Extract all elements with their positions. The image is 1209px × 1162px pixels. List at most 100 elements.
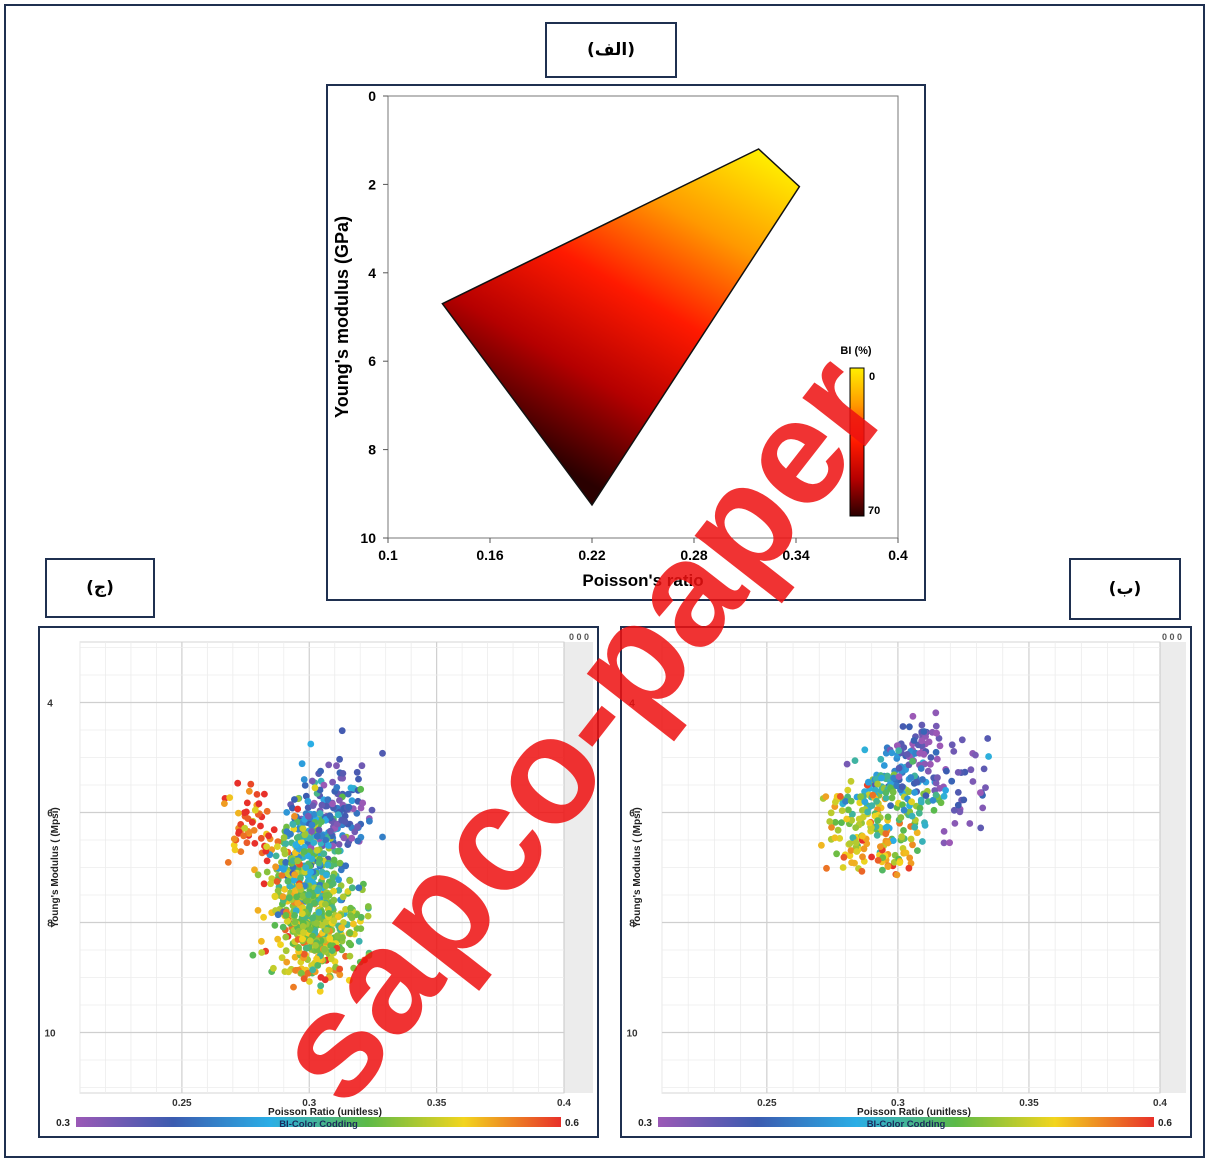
scatter-point	[960, 796, 968, 804]
scatter-point	[304, 797, 312, 805]
scatter-point	[338, 924, 345, 932]
scatter-point	[827, 809, 835, 817]
scatter-point	[274, 935, 282, 943]
scatter-point	[843, 815, 851, 823]
scatter-point	[905, 864, 913, 872]
scatter-point	[907, 835, 915, 843]
scatter-point	[927, 754, 935, 761]
colorbar-title: BI (%)	[840, 345, 872, 357]
colorbar-min-label: 0.3	[638, 1118, 652, 1129]
scatter-point	[355, 884, 363, 892]
scatter-point	[295, 944, 302, 952]
scatter-point	[379, 749, 386, 757]
scatter-point	[913, 829, 921, 837]
scatter-point	[345, 803, 353, 811]
scatter-point	[322, 900, 329, 908]
scatter-point	[297, 874, 304, 882]
scatter-point	[339, 934, 346, 941]
x-tick-label: 0.28	[680, 547, 707, 563]
scatter-point	[226, 794, 234, 801]
scatter-point	[280, 865, 287, 873]
scatter-point	[350, 920, 357, 928]
scatter-point	[221, 800, 228, 807]
scatter-point	[271, 893, 279, 901]
y-tick-label: 10	[360, 530, 376, 546]
scatter-point	[365, 952, 373, 959]
scatter-point	[956, 808, 964, 816]
scatter-point	[889, 837, 897, 844]
scatter-point	[248, 818, 256, 826]
y-tick-label: 4	[629, 699, 635, 710]
scatter-point	[880, 762, 888, 769]
scatter-point	[279, 893, 287, 901]
panel-label-jim: (ج)	[45, 558, 155, 618]
scatter-point	[874, 857, 882, 864]
scatter-point	[907, 774, 915, 781]
scatter-point	[846, 840, 854, 847]
scatter-point	[895, 747, 903, 755]
y-axis-title: Young's modulus (GPa)	[332, 216, 352, 418]
scatter-point	[279, 923, 287, 931]
scatter-point	[345, 976, 353, 984]
scatter-point	[283, 809, 291, 816]
scatter-point	[317, 982, 325, 990]
scatter-point	[924, 767, 932, 775]
scatter-point	[911, 823, 919, 831]
scatter-point	[341, 818, 349, 825]
scatter-point	[251, 866, 258, 874]
scatter-point	[858, 867, 866, 875]
scatter-point	[826, 818, 834, 825]
scatter-point	[308, 827, 315, 835]
scatter-point	[909, 757, 916, 765]
scatter-point	[338, 727, 346, 735]
scatter-point	[932, 709, 940, 717]
scatter-point	[346, 929, 354, 937]
scatter-point	[354, 823, 361, 831]
scatter-point	[312, 942, 319, 949]
y-tick-label: 2	[368, 176, 376, 192]
scatter-point	[329, 880, 337, 887]
scatter-point	[940, 792, 948, 800]
y-axis-title: Young's Modulus ( (Mpsi)	[632, 807, 643, 928]
scatter-point	[818, 841, 825, 849]
scatter-point	[355, 775, 362, 783]
scatter-point	[250, 827, 258, 834]
scatter-point	[280, 834, 288, 841]
scatter-point	[345, 939, 353, 947]
scatter-point	[316, 987, 324, 995]
scatter-point	[234, 779, 242, 787]
scatter-point	[355, 937, 363, 945]
scatter-point	[340, 834, 348, 842]
scatter-point	[311, 899, 318, 907]
x-tick-label: 0.25	[757, 1098, 777, 1109]
scatter-point	[321, 945, 328, 953]
chart-panel-be: 0.25 0.3 0.35 0.4 4 6 8 10 Poisson Ratio (unitle…	[620, 626, 1192, 1138]
scatter-point	[822, 793, 830, 800]
scatter-point	[263, 868, 271, 876]
scatter-point	[327, 827, 334, 835]
scatter-point	[903, 751, 911, 758]
scatter-point	[302, 944, 310, 952]
scatter-point	[281, 886, 289, 893]
scatter-point	[294, 805, 302, 813]
scatter-point	[336, 755, 343, 763]
scatter-point	[313, 846, 321, 854]
scatter-point	[309, 966, 317, 974]
x-axis-title: Poisson's ratio	[582, 571, 703, 590]
scatter-point	[913, 778, 921, 786]
scatter-point	[313, 832, 321, 840]
chart-alef: 0.1 0.16 0.22 0.28 0.34 0.4 0 2 4 6 8 10 Poisson's r…	[332, 88, 908, 590]
scatter-point	[908, 798, 915, 806]
scatter-point	[273, 878, 281, 885]
scatter-point	[326, 935, 334, 943]
scatter-point	[231, 846, 239, 854]
x-tick-label: 0.4	[888, 547, 908, 563]
scatter-point	[893, 782, 901, 790]
scatter-point	[900, 744, 908, 751]
corner-label: 0 0 0	[569, 632, 589, 642]
scatter-point	[294, 857, 302, 865]
scatter-point	[368, 806, 376, 814]
scatter-point	[300, 776, 308, 783]
scatter-point	[984, 735, 992, 742]
scatter-point	[278, 872, 286, 879]
